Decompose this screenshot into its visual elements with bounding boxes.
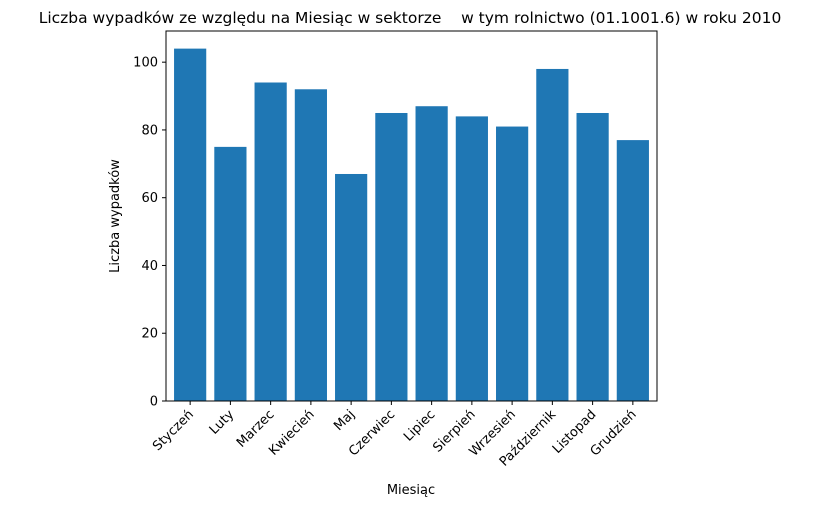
y-tick-label: 20 xyxy=(141,327,158,342)
bar-Listopad xyxy=(576,112,609,401)
chart-title: Liczba wypadków ze względu na Miesiąc w … xyxy=(39,9,782,27)
bar-Grudzień xyxy=(616,140,649,401)
y-tick-label: 80 xyxy=(141,123,158,138)
x-tick-label: Styczeń xyxy=(150,407,197,454)
y-tick-label: 60 xyxy=(141,191,158,206)
bar-Październik xyxy=(536,68,569,401)
y-axis-label: Liczba wypadków xyxy=(108,159,123,273)
y-tick-label: 40 xyxy=(141,259,158,274)
bar-Kwiecień xyxy=(294,89,327,402)
bar-Lipiec xyxy=(415,106,448,401)
x-axis-label: Miesiąc xyxy=(387,483,435,498)
y-tick-label: 0 xyxy=(150,395,158,410)
bar-Luty xyxy=(214,146,247,401)
x-tick-label: Luty xyxy=(207,407,238,438)
plot-frame xyxy=(165,30,658,402)
y-axis: 0 20 40 60 80 100 xyxy=(133,56,166,410)
bars-group xyxy=(174,48,649,402)
x-tick-label: Maj xyxy=(331,407,358,434)
bar-Wrzesień xyxy=(496,126,529,402)
bar-Sierpień xyxy=(455,116,488,401)
x-tick-label: Lipiec xyxy=(401,407,438,444)
y-tick-label: 100 xyxy=(133,56,158,71)
bar-Czerwiec xyxy=(375,112,408,401)
bar-Styczeń xyxy=(174,48,207,401)
bar-Marzec xyxy=(254,82,287,401)
bar-Maj xyxy=(335,173,368,401)
